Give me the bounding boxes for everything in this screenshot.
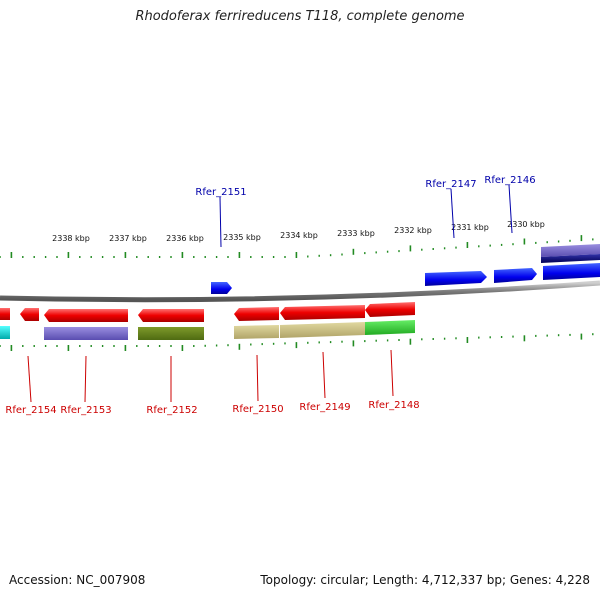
category-bar-cyan <box>0 326 10 339</box>
scale-label: 2331 kbp <box>451 223 489 232</box>
gene-label-rfer-2148[interactable]: Rfer_2148 <box>368 400 419 411</box>
genome-title: Rhodoferax ferrireducens T118, complete … <box>135 9 465 24</box>
gene-rfer-2151[interactable] <box>211 282 232 294</box>
reverse-scale-ticks <box>0 333 594 351</box>
forward-scale-ticks <box>0 235 594 258</box>
gene-forward-outer-purple[interactable] <box>541 244 600 257</box>
gene-rfer-2148[interactable] <box>365 302 415 317</box>
gene-rfer-2152[interactable] <box>138 309 204 322</box>
label-leaders <box>27 184 513 403</box>
gene-label-rfer-2149[interactable]: Rfer_2149 <box>299 402 350 413</box>
gene-rfer-2150[interactable] <box>234 307 279 321</box>
category-bar-khaki <box>280 322 365 338</box>
genome-summary-text: Topology: circular; Length: 4,712,337 bp… <box>260 573 590 587</box>
gene-label-rfer-2150[interactable]: Rfer_2150 <box>232 404 283 415</box>
gene-label-rfer-2152[interactable]: Rfer_2152 <box>146 405 197 416</box>
category-bar-purple <box>44 327 128 340</box>
scale-label: 2337 kbp <box>109 234 147 243</box>
functional-category-bars <box>0 320 415 340</box>
scale-label: 2338 kbp <box>52 234 90 243</box>
scale-labels: 2338 kbp 2337 kbp 2336 kbp 2335 kbp 2334… <box>52 220 545 243</box>
scale-label: 2330 kbp <box>507 220 545 229</box>
scale-label: 2335 kbp <box>223 233 261 242</box>
genome-backbone <box>0 280 600 303</box>
gene-rfer-2146[interactable] <box>543 263 600 280</box>
gene-label-rfer-2154[interactable]: Rfer_2154 <box>5 405 56 416</box>
gene-forward-outer-navy[interactable] <box>541 254 600 263</box>
gene-label-rfer-2153[interactable]: Rfer_2153 <box>60 405 111 416</box>
gene-label-rfer-2146[interactable]: Rfer_2146 <box>484 175 535 186</box>
category-bar-olive <box>138 327 204 340</box>
forward-genes <box>211 244 600 294</box>
gene-rfer-2149[interactable] <box>280 305 365 320</box>
gene-rfer-2147[interactable] <box>425 271 487 286</box>
scale-label: 2336 kbp <box>166 234 204 243</box>
accession-text: Accession: NC_007908 <box>9 573 146 587</box>
scale-label: 2333 kbp <box>337 229 375 238</box>
category-bar-khaki <box>234 325 279 339</box>
gene-label-rfer-2147[interactable]: Rfer_2147 <box>425 179 476 190</box>
gene-reverse-edge[interactable] <box>0 308 10 320</box>
gene-rfer-2153[interactable] <box>44 309 128 322</box>
gene-forward[interactable] <box>494 268 537 283</box>
scale-label: 2332 kbp <box>394 226 432 235</box>
scale-label: 2334 kbp <box>280 231 318 240</box>
category-bar-green <box>365 320 415 335</box>
gene-label-rfer-2151[interactable]: Rfer_2151 <box>195 187 246 198</box>
gene-rfer-2154[interactable] <box>20 308 39 321</box>
reverse-genes <box>0 302 415 322</box>
